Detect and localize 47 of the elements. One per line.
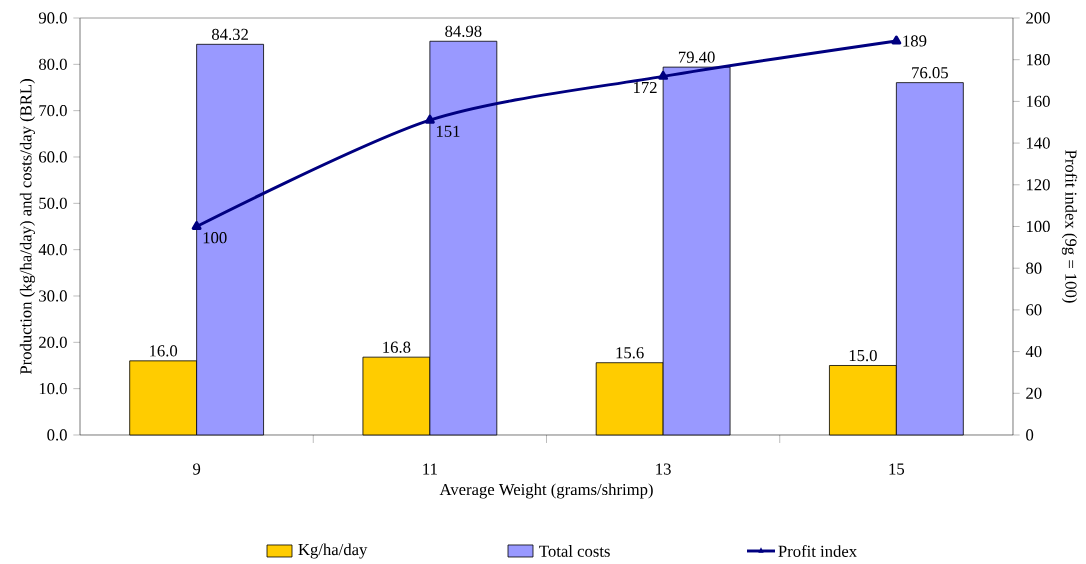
- y2-tick-label: 160: [1026, 95, 1050, 108]
- y2-tick-label: 100: [1026, 220, 1050, 233]
- y-tick-label: 50.0: [39, 197, 67, 209]
- point: [424, 114, 435, 124]
- point: [891, 35, 902, 45]
- y2-tick-label: 20: [1026, 387, 1042, 399]
- data-label: 79.40: [678, 51, 715, 63]
- y-tick-label: 40.0: [38, 244, 67, 256]
- y-tick-label: 10.0: [39, 383, 67, 395]
- data-label: 100: [203, 232, 227, 244]
- x-tick-label: 15: [889, 463, 905, 475]
- y-tick-label: 0.0: [47, 429, 67, 441]
- y-tick-label: 60.0: [39, 151, 67, 163]
- y2-tick-label: 120: [1026, 179, 1050, 191]
- x-tick-label: 13: [656, 463, 671, 475]
- y2-tick-label: 60: [1026, 304, 1042, 316]
- y2-tick-label: 180: [1026, 54, 1050, 66]
- data-label: 15.6: [616, 347, 644, 359]
- y2-tick-label: 40: [1025, 345, 1042, 358]
- data-label: 16.8: [383, 341, 411, 353]
- y2-tick-label: 0: [1026, 429, 1034, 441]
- data-label: 172: [633, 81, 657, 94]
- y-tick-label: 20.0: [39, 336, 67, 348]
- y2-axis-title: Profit index (9g = 100): [1061, 150, 1078, 303]
- y-axis-title: Production (kg/ha/day) and costs/day (BRL): [19, 79, 35, 375]
- data-label: 189: [903, 35, 927, 47]
- y2-tick-label: 140: [1026, 137, 1050, 149]
- y-tick-label: 30.0: [39, 290, 67, 302]
- legend-label: Total costs: [539, 545, 610, 557]
- data-label: 84.98: [445, 25, 482, 37]
- point: [191, 221, 202, 230]
- x-axis-title: Average Weight (grams/shrimp): [439, 483, 653, 499]
- legend-label: Kg/ha/day: [298, 543, 368, 559]
- point: [658, 70, 669, 80]
- y-tick-label: 70.0: [39, 105, 67, 117]
- data-label: 151: [436, 125, 460, 137]
- data-label: 84.32: [211, 28, 248, 41]
- data-label: 15.0: [849, 349, 877, 362]
- x-tick-label: 9: [193, 463, 201, 475]
- y-tick-label: 90.0: [38, 12, 67, 24]
- legend-label: Profit index: [778, 545, 857, 557]
- y-tick-label: 80.0: [38, 58, 67, 70]
- data-label: 76.05: [912, 67, 948, 79]
- x-tick-label: 11: [423, 463, 437, 475]
- y2-tick-label: 80: [1026, 262, 1042, 274]
- data-label: 16.0: [150, 345, 178, 357]
- y2-tick-label: 200: [1026, 12, 1050, 24]
